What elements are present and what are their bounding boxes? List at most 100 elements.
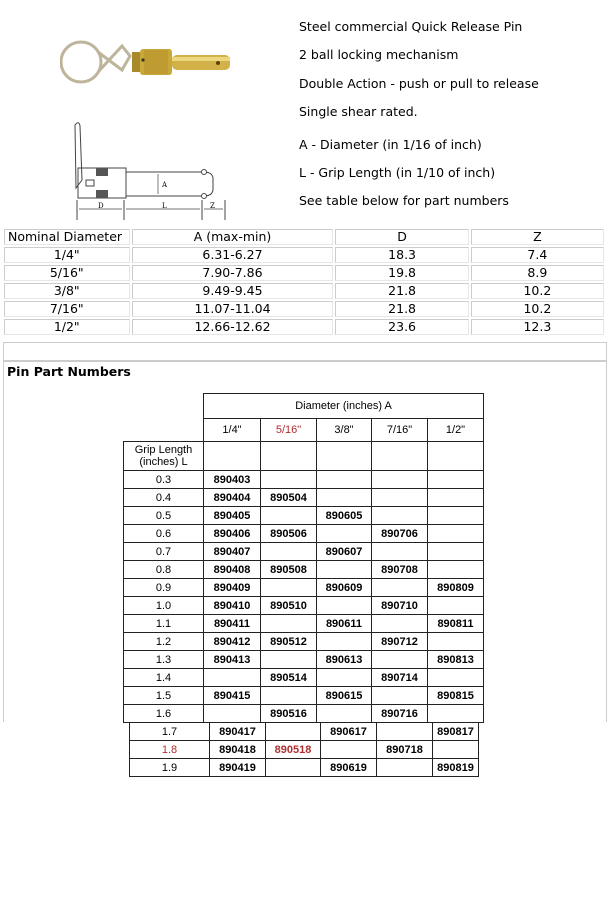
empty-cell xyxy=(427,441,484,471)
table-cell: 12.66-12.62 xyxy=(131,319,334,335)
part-number-cell: 890409 xyxy=(203,578,261,597)
table-row: 1/2" 12.66-12.62 23.6 12.3 xyxy=(4,319,604,335)
table-row: 1/4" 6.31-6.27 18.3 7.4 xyxy=(4,247,604,263)
part-number-cell xyxy=(265,758,321,777)
table-cell: 10.2 xyxy=(470,283,604,299)
part-number-cell xyxy=(376,722,433,741)
part-number-cell xyxy=(427,596,484,615)
part-number-cell: 890815 xyxy=(427,686,484,705)
part-number-cell xyxy=(371,614,428,633)
part-number-cell xyxy=(376,758,433,777)
part-number-cell: 890418 xyxy=(209,740,266,759)
label-d: D xyxy=(98,202,104,210)
table-cell: 7.90-7.86 xyxy=(131,265,334,281)
diameter-group-header: Diameter (inches) A xyxy=(203,393,484,419)
part-number-cell: 890506 xyxy=(260,524,317,543)
part-number-cell: 890406 xyxy=(203,524,261,543)
part-number-cell xyxy=(316,596,372,615)
part-number-cell: 890415 xyxy=(203,686,261,705)
part-number-cell xyxy=(427,524,484,543)
part-number-cell xyxy=(427,470,484,489)
part-number-cell xyxy=(260,614,317,633)
part-number-cell: 890714 xyxy=(371,668,428,687)
part-number-cell xyxy=(427,506,484,525)
table-cell: 6.31-6.27 xyxy=(131,247,334,263)
desc-line: 2 ball locking mechanism xyxy=(299,47,459,62)
grip-length-cell: 0.8 xyxy=(123,560,204,579)
grip-length-cell: 1.3 xyxy=(123,650,204,669)
dimension-table: Nominal Diameter A (max-min) D Z 1/4" 6.31-6.… xyxy=(2,227,606,337)
part-number-cell xyxy=(320,740,377,759)
part-number-cell: 890710 xyxy=(371,596,428,615)
part-number-cell xyxy=(260,650,317,669)
grip-length-cell: 1.2 xyxy=(123,632,204,651)
diameter-header: 1/2" xyxy=(427,418,484,442)
empty-cell xyxy=(260,441,317,471)
part-number-cell xyxy=(316,560,372,579)
part-number-cell: 890419 xyxy=(209,758,266,777)
part-number-cell: 890712 xyxy=(371,632,428,651)
part-number-cell: 890413 xyxy=(203,650,261,669)
part-number-cell xyxy=(260,470,317,489)
table-cell: 9.49-9.45 xyxy=(131,283,334,299)
part-number-cell xyxy=(203,668,261,687)
diameter-header: 7/16" xyxy=(371,418,428,442)
grip-length-cell: 1.6 xyxy=(123,704,204,723)
grip-length-cell: 1.7 xyxy=(129,722,210,741)
part-number-cell: 890510 xyxy=(260,596,317,615)
label-l: L xyxy=(162,202,167,210)
part-number-cell: 890508 xyxy=(260,560,317,579)
part-number-cell: 890605 xyxy=(316,506,372,525)
blank-row xyxy=(3,342,607,361)
grip-length-cell: 1.0 xyxy=(123,596,204,615)
column-header: Z xyxy=(470,229,604,245)
grip-length-header: Grip Length (inches) L xyxy=(123,441,204,471)
part-number-cell: 890403 xyxy=(203,470,261,489)
part-number-cell xyxy=(427,704,484,723)
table-row: 5/16" 7.90-7.86 19.8 8.9 xyxy=(4,265,604,281)
table-cell: 1/2" xyxy=(4,319,130,335)
table-row: 3/8" 9.49-9.45 21.8 10.2 xyxy=(4,283,604,299)
table-row: 7/16" 11.07-11.04 21.8 10.2 xyxy=(4,301,604,317)
part-number-cell: 890516 xyxy=(260,704,317,723)
column-header: A (max-min) xyxy=(131,229,334,245)
part-number-cell: 890613 xyxy=(316,650,372,669)
part-number-cell xyxy=(427,668,484,687)
pin-photo xyxy=(60,40,230,84)
grip-length-cell: 1.4 xyxy=(123,668,204,687)
part-number-cell xyxy=(427,488,484,507)
part-number-cell: 890811 xyxy=(427,614,484,633)
grip-length-cell: 0.9 xyxy=(123,578,204,597)
table-cell: 11.07-11.04 xyxy=(131,301,334,317)
pin-section-title: Pin Part Numbers xyxy=(7,364,131,379)
part-number-cell: 890404 xyxy=(203,488,261,507)
table-cell: 7.4 xyxy=(470,247,604,263)
desc-line: L - Grip Length (in 1/10 of inch) xyxy=(299,165,496,180)
part-number-cell xyxy=(432,740,479,759)
pin-schematic: A D L Z xyxy=(74,122,226,220)
diameter-header: 5/16" xyxy=(260,418,317,442)
desc-line: Single shear rated. xyxy=(299,104,418,119)
part-number-cell: 890611 xyxy=(316,614,372,633)
part-number-cell: 890504 xyxy=(260,488,317,507)
table-cell: 3/8" xyxy=(4,283,130,299)
table-cell: 21.8 xyxy=(335,301,469,317)
part-number-cell xyxy=(371,650,428,669)
part-number-cell xyxy=(427,632,484,651)
label-z: Z xyxy=(210,202,215,210)
table-cell: 1/4" xyxy=(4,247,130,263)
part-number-cell: 890617 xyxy=(320,722,377,741)
part-number-cell: 890716 xyxy=(371,704,428,723)
part-number-cell: 890813 xyxy=(427,650,484,669)
part-number-cell: 890417 xyxy=(209,722,266,741)
part-number-cell xyxy=(371,542,428,561)
table-cell: 21.8 xyxy=(335,283,469,299)
part-number-cell xyxy=(260,578,317,597)
part-number-cell: 890607 xyxy=(316,542,372,561)
part-number-cell xyxy=(265,722,321,741)
part-number-cell xyxy=(316,668,372,687)
desc-line: Double Action - push or pull to release xyxy=(299,76,539,91)
part-number-cell xyxy=(260,686,317,705)
part-number-cell: 890809 xyxy=(427,578,484,597)
label-a: A xyxy=(161,181,168,189)
